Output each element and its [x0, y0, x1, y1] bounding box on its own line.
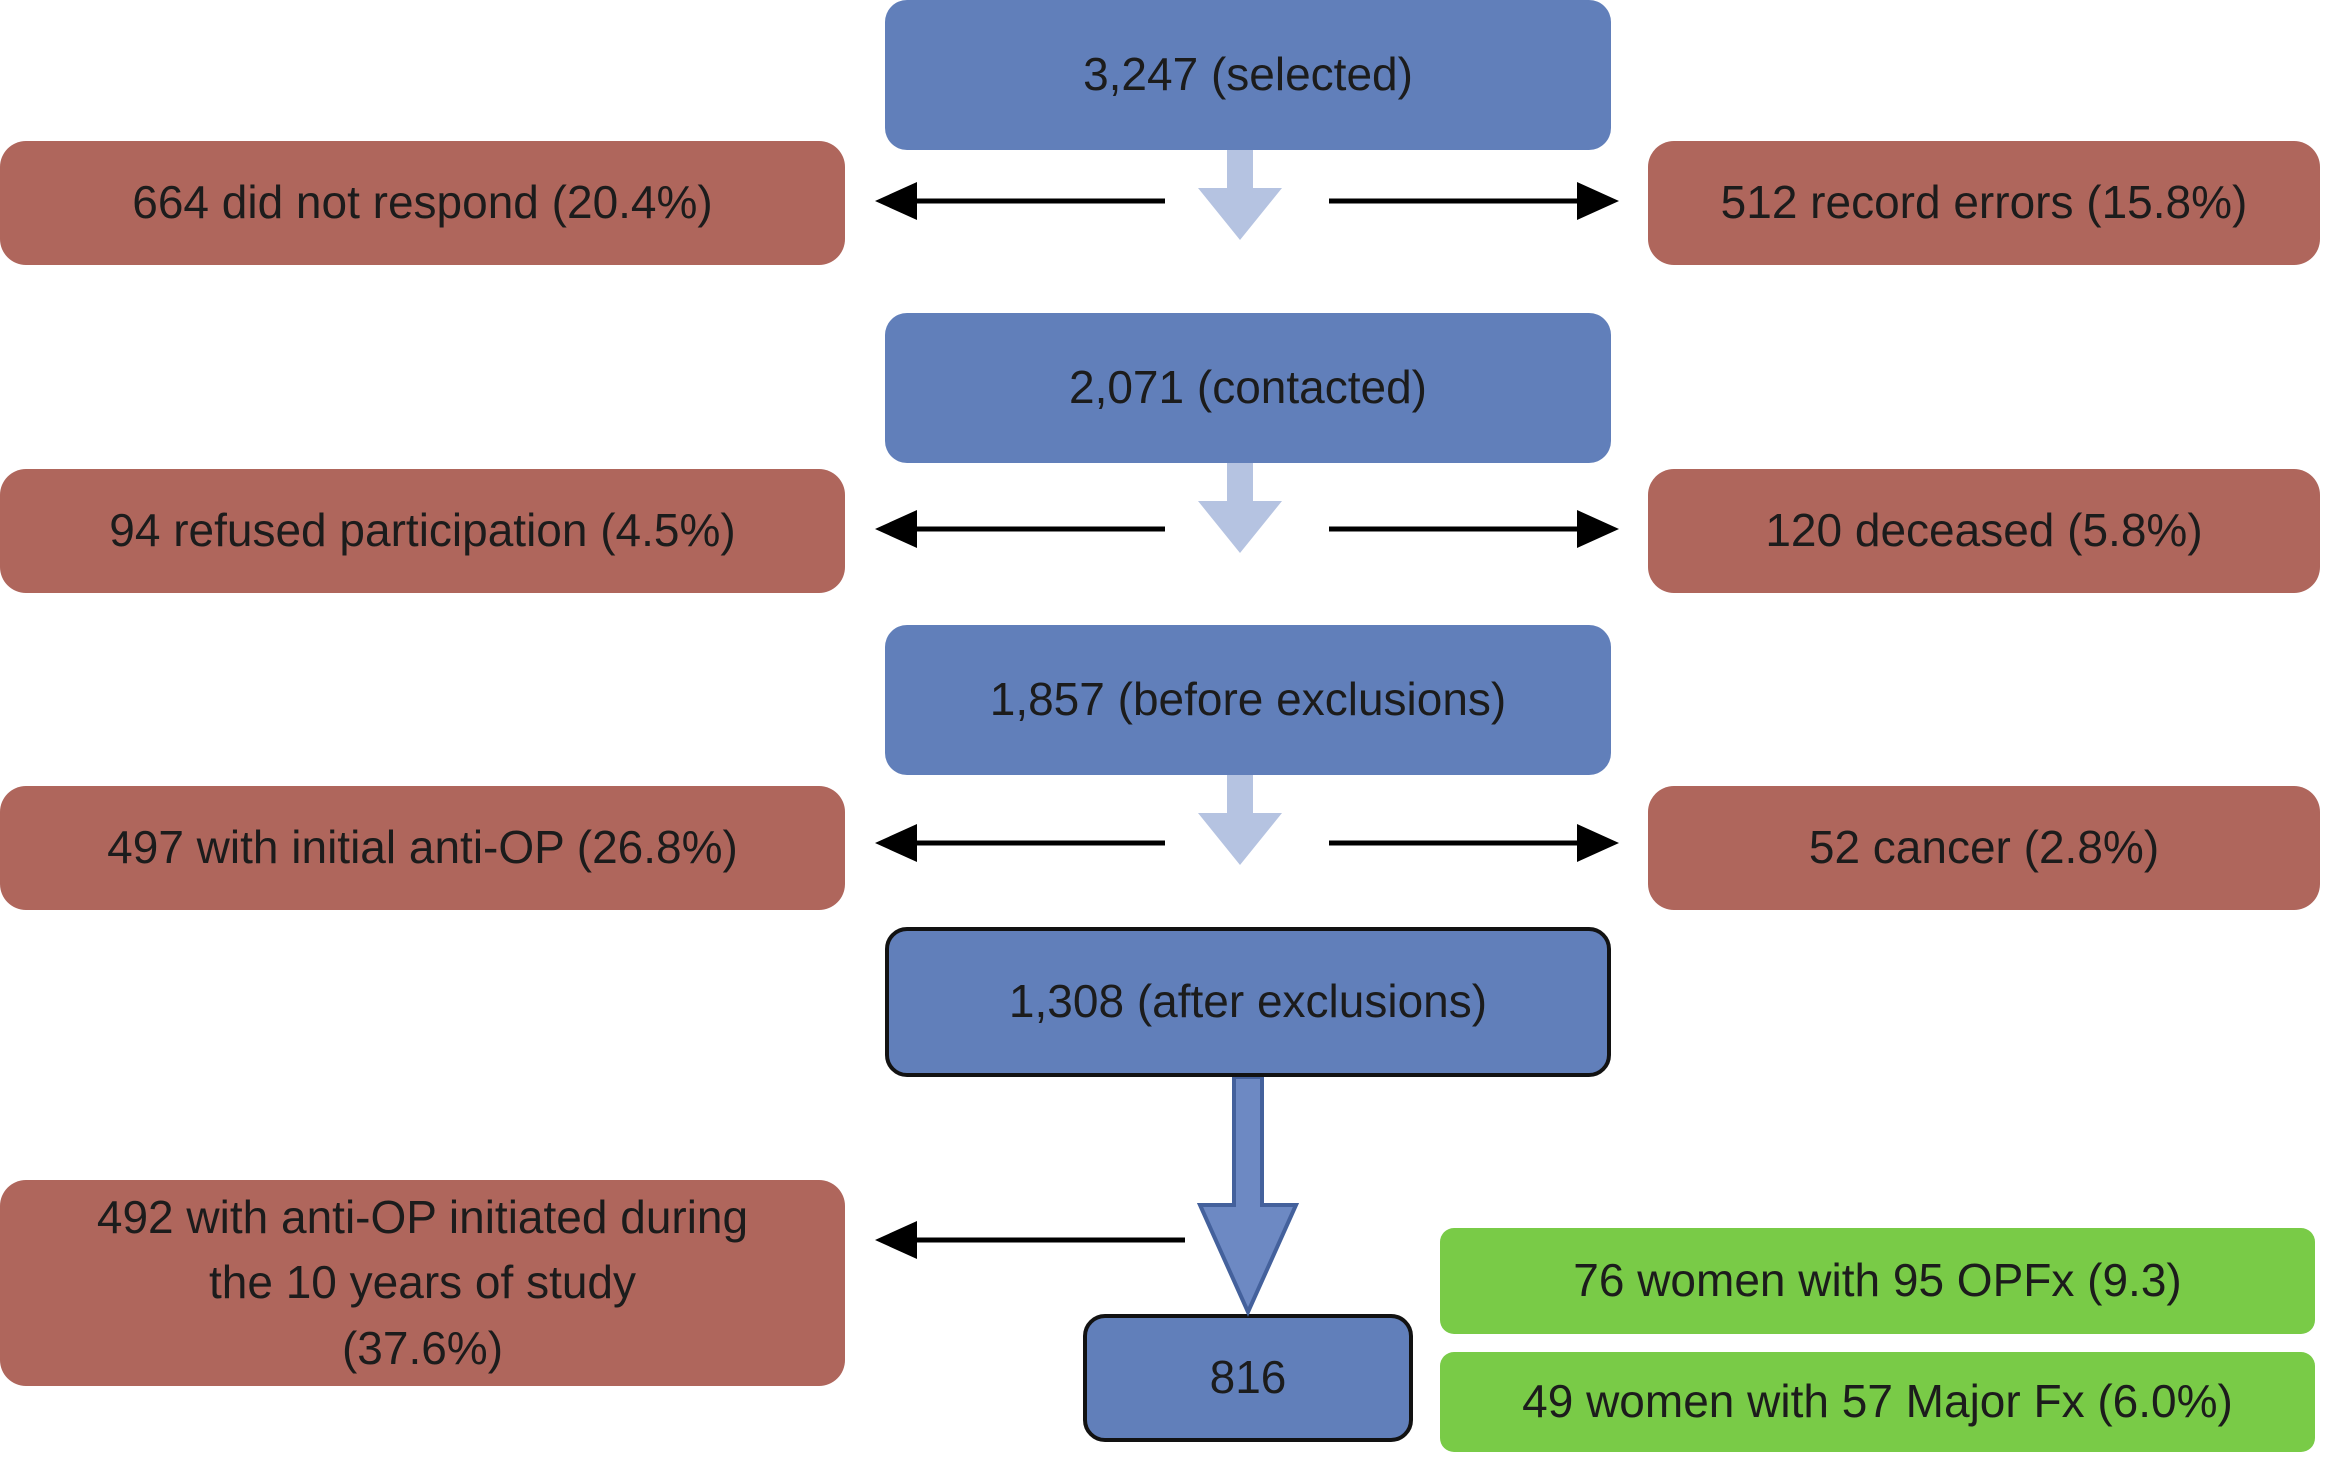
outcome-box-major-fx: 49 women with 57 Major Fx (6.0%) [1440, 1352, 2315, 1452]
left-arrow-icon-4 [875, 1221, 1185, 1259]
left-arrow-icon-2 [875, 510, 1165, 548]
outcome-box-opfx: 76 women with 95 OPFx (9.3) [1440, 1228, 2315, 1334]
exclusion-box-initial-anti-op: 497 with initial anti-OP (26.8%) [0, 786, 845, 910]
right-arrow-icon-2 [1329, 510, 1619, 548]
right-arrow-icon-3 [1329, 824, 1619, 862]
process-box-contacted: 2,071 (contacted) [885, 313, 1611, 463]
exclusion-box-deceased: 120 deceased (5.8%) [1648, 469, 2320, 593]
exclusion-box-refused-participation: 94 refused participation (4.5%) [0, 469, 845, 593]
process-box-after-exclusions: 1,308 (after exclusions) [885, 927, 1611, 1077]
down-arrow-icon-3 [1198, 775, 1282, 865]
down-arrow-bold-icon [1196, 1077, 1300, 1317]
down-arrow-icon-2 [1198, 463, 1282, 553]
exclusion-box-cancer: 52 cancer (2.8%) [1648, 786, 2320, 910]
down-arrow-icon-1 [1198, 150, 1282, 240]
process-box-before-exclusions: 1,857 (before exclusions) [885, 625, 1611, 775]
exclusion-box-did-not-respond: 664 did not respond (20.4%) [0, 141, 845, 265]
left-arrow-icon-1 [875, 182, 1165, 220]
exclusion-box-record-errors: 512 record errors (15.8%) [1648, 141, 2320, 265]
exclusion-box-anti-op-initiated: 492 with anti-OP initiated during the 10… [0, 1180, 845, 1386]
left-arrow-icon-3 [875, 824, 1165, 862]
process-box-final-cohort: 816 [1083, 1314, 1413, 1442]
process-box-selected: 3,247 (selected) [885, 0, 1611, 150]
right-arrow-icon-1 [1329, 182, 1619, 220]
